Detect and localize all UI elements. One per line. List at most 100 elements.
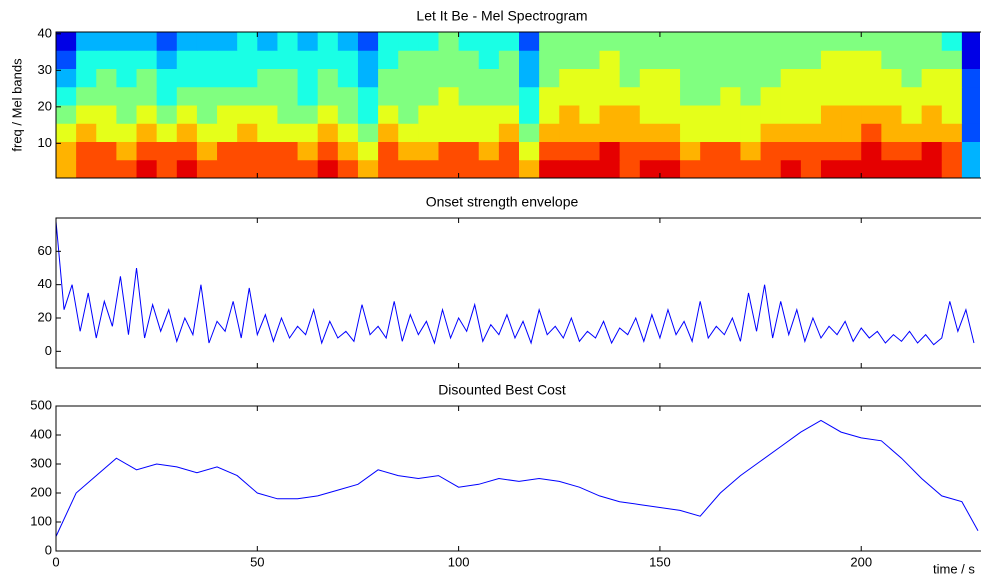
- heatmap-cell: [458, 159, 480, 178]
- heatmap-cell: [317, 32, 339, 51]
- heatmap-cell: [317, 86, 339, 106]
- heatmap-cell: [659, 141, 681, 161]
- heatmap-cell: [438, 32, 460, 51]
- heatmap-cell: [519, 123, 540, 142]
- heatmap-cell: [76, 50, 97, 69]
- heatmap-cell: [720, 123, 741, 142]
- y-tick-label: 10: [38, 135, 52, 150]
- heatmap-cell: [398, 68, 419, 88]
- heatmap-cell: [579, 123, 601, 142]
- heatmap-cell: [357, 68, 379, 88]
- heatmap-cell: [398, 123, 419, 142]
- heatmap-cell: [760, 105, 782, 124]
- heatmap-cell: [297, 159, 319, 178]
- heatmap-cell: [760, 50, 782, 69]
- heatmap-cell: [96, 105, 117, 124]
- heatmap-cell: [478, 105, 500, 124]
- heatmap-cell: [599, 159, 621, 178]
- heatmap-cell: [599, 123, 621, 142]
- heatmap-cell: [639, 159, 661, 178]
- heatmap-cell: [478, 50, 500, 69]
- heatmap-cell: [961, 123, 980, 142]
- heatmap-cell: [941, 159, 963, 178]
- heatmap-cell: [740, 141, 762, 161]
- heatmap-cell: [237, 50, 258, 69]
- heatmap-cell: [861, 159, 882, 178]
- heatmap-cell: [438, 141, 460, 161]
- heatmap-cell: [438, 123, 460, 142]
- heatmap-cell: [921, 105, 943, 124]
- heatmap-cell: [257, 123, 278, 142]
- heatmap-cell: [136, 123, 158, 142]
- heatmap-cell: [901, 105, 923, 124]
- heatmap-cell: [519, 105, 540, 124]
- heatmap-cell: [700, 141, 721, 161]
- heatmap-cell: [196, 105, 218, 124]
- heatmap-cell: [297, 68, 319, 88]
- heatmap-cell: [881, 141, 902, 161]
- heatmap-cell: [76, 141, 97, 161]
- heatmap-cell: [257, 68, 278, 88]
- heatmap-cell: [720, 68, 741, 88]
- heatmap-cell: [700, 159, 721, 178]
- y-tick-label: 200: [30, 484, 52, 499]
- heatmap-cell: [639, 50, 661, 69]
- heatmap-cell: [800, 123, 822, 142]
- heatmap-cell: [217, 86, 238, 106]
- heatmap-cell: [116, 123, 138, 142]
- heatmap-cell: [337, 105, 359, 124]
- heatmap-cell: [237, 123, 258, 142]
- heatmap-cell: [357, 123, 379, 142]
- heatmap-cell: [337, 123, 359, 142]
- heatmap-cell: [820, 159, 842, 178]
- heatmap-cell: [176, 86, 198, 106]
- y-tick-label: 20: [38, 98, 52, 113]
- heatmap-cell: [861, 105, 882, 124]
- heatmap-cell: [901, 123, 923, 142]
- heatmap-cell: [700, 123, 721, 142]
- heatmap-cell: [418, 105, 439, 124]
- heatmap-cell: [639, 86, 661, 106]
- heatmap-cell: [941, 123, 963, 142]
- heatmap-cell: [579, 68, 601, 88]
- heatmap-cell: [921, 86, 943, 106]
- heatmap-cell: [841, 105, 862, 124]
- heatmap-cell: [519, 50, 540, 69]
- heatmap-cell: [680, 141, 701, 161]
- heatmap-cell: [740, 123, 762, 142]
- heatmap-cell: [680, 105, 701, 124]
- heatmap-cell: [800, 86, 822, 106]
- heatmap-cell: [237, 141, 258, 161]
- heatmap-cell: [961, 159, 980, 178]
- heatmap-cell: [861, 32, 882, 51]
- heatmap-cell: [478, 123, 500, 142]
- heatmap-cell: [800, 32, 822, 51]
- heatmap-cell: [519, 68, 540, 88]
- heatmap-cell: [881, 50, 902, 69]
- heatmap-cell: [498, 68, 520, 88]
- heatmap-cell: [237, 32, 258, 51]
- heatmap-cell: [156, 32, 178, 51]
- heatmap-cell: [861, 86, 882, 106]
- heatmap-cell: [458, 105, 480, 124]
- y-tick-label: 60: [38, 243, 52, 258]
- heatmap-cell: [378, 105, 399, 124]
- heatmap-cell: [559, 86, 580, 106]
- heatmap-cell: [257, 86, 278, 106]
- heatmap-cell: [116, 68, 138, 88]
- heatmap-cell: [559, 105, 580, 124]
- heatmap-cell: [378, 32, 399, 51]
- heatmap-cell: [841, 159, 862, 178]
- heatmap-cell: [257, 141, 278, 161]
- heatmap-cell: [498, 50, 520, 69]
- heatmap-cell: [579, 105, 601, 124]
- heatmap-cell: [398, 32, 419, 51]
- heatmap-cell: [136, 86, 158, 106]
- heatmap-cell: [820, 123, 842, 142]
- heatmap-cell: [317, 50, 339, 69]
- heatmap-cell: [901, 141, 923, 161]
- heatmap-cell: [901, 32, 923, 51]
- heatmap-cell: [619, 32, 641, 51]
- y-tick-label: 500: [30, 397, 52, 412]
